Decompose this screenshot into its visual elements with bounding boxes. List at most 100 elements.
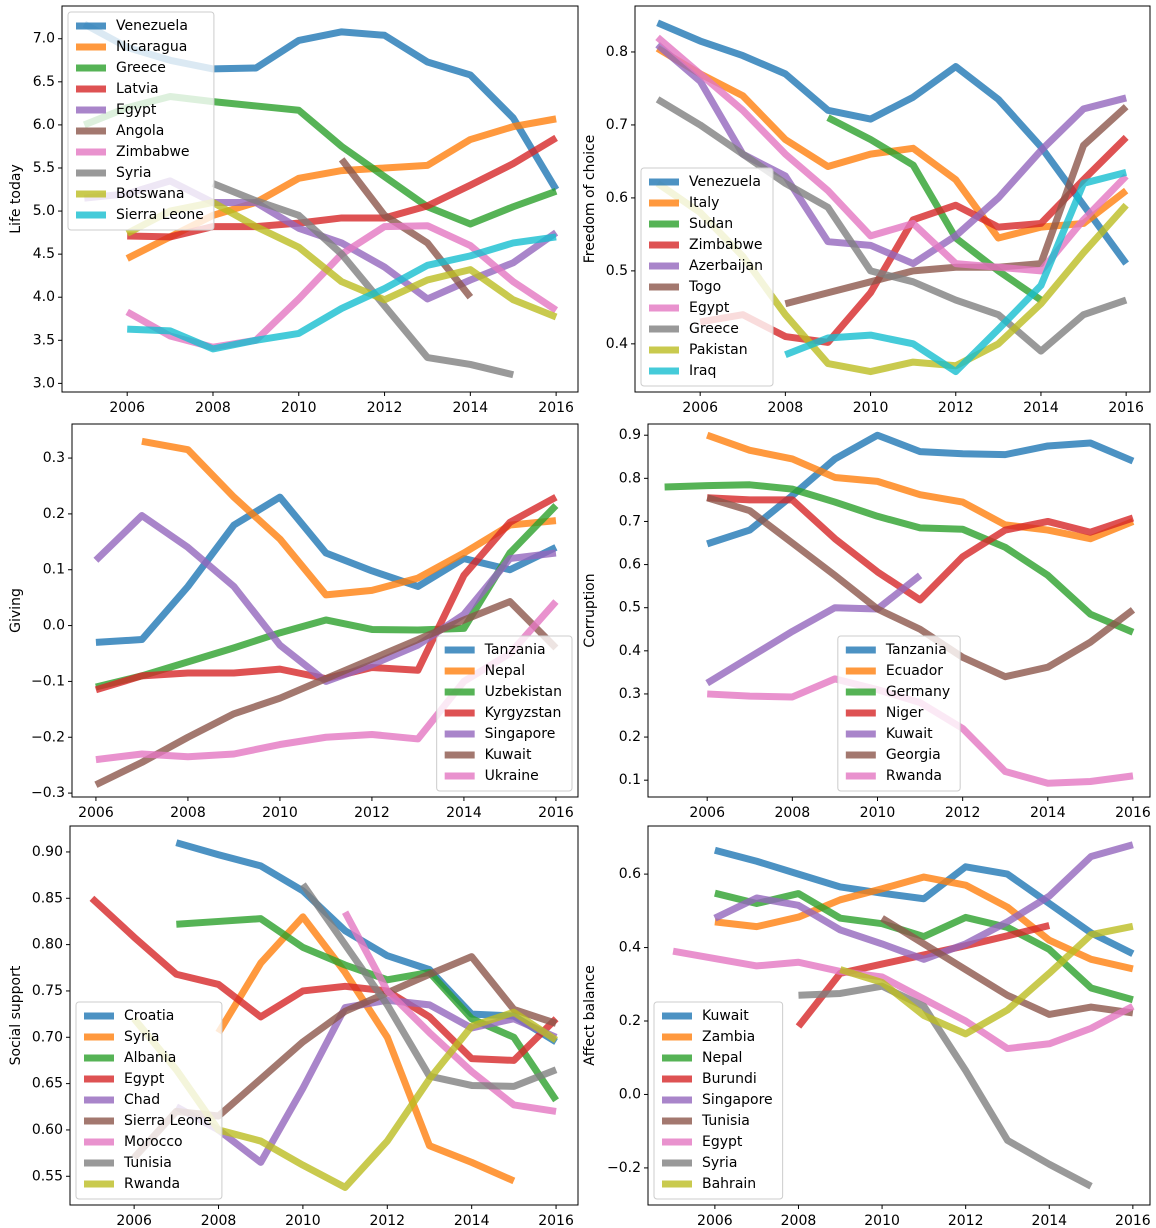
y-tick-label: 0.70	[32, 1029, 63, 1045]
legend-label: Egypt	[124, 1071, 165, 1087]
y-tick-label: 0.90	[32, 844, 63, 860]
x-tick-label: 2006	[116, 1213, 152, 1228]
legend: Croatia Syria Albania Egypt Chad Sierra Leone…	[75, 1001, 223, 1200]
legend-label: Niger	[886, 705, 924, 721]
series-line	[706, 494, 1136, 681]
legend-label: Botswana	[116, 186, 184, 202]
legend-label: Croatia	[124, 1008, 174, 1024]
x-tick-label: 2016	[538, 400, 574, 416]
x-tick-label: 2006	[109, 400, 145, 416]
x-tick-label: 2014	[1023, 400, 1059, 416]
y-tick-label: 0.6	[619, 557, 641, 573]
x-tick-label: 2006	[697, 1213, 733, 1228]
legend-label: Venezuela	[689, 174, 761, 190]
series-line	[713, 846, 1135, 957]
plot-frame	[647, 825, 1151, 1206]
legend-label: Rwanda	[886, 768, 942, 784]
legend-label: Greece	[689, 321, 739, 337]
x-tick-label: 2012	[948, 1213, 984, 1228]
series-line	[784, 168, 1128, 376]
x-tick-label: 2012	[369, 1213, 405, 1228]
y-tick-label: 0.1	[43, 562, 65, 578]
series-line	[95, 503, 559, 691]
x-tick-label: 2016	[1108, 400, 1144, 416]
y-axis-label: Freedom of choice	[582, 135, 598, 264]
series-line	[211, 180, 515, 379]
series-line	[655, 96, 1128, 355]
x-tick-label: 2008	[775, 805, 811, 821]
legend-label: Tanzania	[484, 642, 546, 658]
y-tick-label: 0.9	[619, 427, 641, 443]
series-line	[705, 572, 923, 687]
y-tick-label: 0.0	[619, 1086, 641, 1102]
y-tick-label: 0.7	[619, 513, 641, 529]
y-tick-label: 0.2	[619, 729, 641, 745]
x-tick-label: 2010	[864, 1213, 900, 1228]
y-tick-label: 0.0	[43, 618, 65, 634]
legend-label: Syria	[702, 1155, 737, 1171]
x-tick-label: 2010	[860, 805, 896, 821]
y-tick-label: 0.1	[619, 772, 641, 788]
legend-label: Rwanda	[124, 1176, 180, 1192]
legend-label: Albania	[124, 1050, 176, 1066]
series-line	[713, 841, 1134, 963]
y-tick-label: 0.8	[619, 470, 641, 486]
y-tick-label: −0.2	[31, 729, 65, 745]
legend-box	[75, 1001, 223, 1200]
legend-label: Egypt	[689, 300, 730, 316]
y-axis-label: Life today	[8, 164, 24, 234]
plot-frame	[634, 5, 1151, 393]
y-tick-label: 0.60	[32, 1122, 63, 1138]
legend-label: Ukraine	[485, 768, 539, 784]
x-tick-label: 2016	[538, 1213, 574, 1228]
legend-label: Zimbabwe	[689, 237, 763, 253]
y-tick-label: 0.85	[32, 890, 63, 906]
y-tick-label: 0.3	[43, 450, 65, 466]
y-tick-label: 7.0	[33, 31, 55, 47]
x-tick-label: 2006	[78, 805, 114, 821]
x-tick-label: 2012	[367, 400, 403, 416]
x-tick-label: 2016	[1115, 1213, 1151, 1228]
legend-label: Chad	[124, 1092, 160, 1108]
legend-label: Burundi	[702, 1071, 757, 1087]
plot-frame	[69, 825, 579, 1206]
legend: Venezuela Nicaragua Greece Latvia Egypt Angol…	[67, 11, 215, 231]
x-tick-label: 2006	[682, 400, 718, 416]
legend-label: Nepal	[702, 1050, 742, 1066]
series-line	[784, 104, 1129, 308]
x-tick-label: 2014	[1030, 805, 1066, 821]
y-axis-label: Giving	[8, 588, 24, 633]
series-line	[141, 437, 557, 599]
series-line	[714, 873, 1134, 973]
legend-label: Sierra Leone	[116, 207, 204, 223]
y-tick-label: 0.55	[32, 1168, 63, 1184]
y-tick-label: 5.0	[33, 203, 55, 219]
y-tick-label: 0.8	[606, 44, 628, 60]
series-line	[94, 598, 559, 788]
legend-label: Egypt	[702, 1134, 743, 1150]
y-tick-label: 0.65	[32, 1076, 63, 1092]
legend-label: Nicaragua	[116, 39, 187, 55]
x-tick-label: 2008	[781, 1213, 817, 1228]
x-tick-label: 2014	[1031, 1213, 1067, 1228]
panel: 2006 2008 2010 2012 2014 2016 0.1 0.2 0.3 0.4 0.5 0…	[582, 423, 1151, 821]
series-line	[127, 233, 557, 353]
legend-label: Syria	[124, 1029, 159, 1045]
series-line	[839, 922, 1134, 1038]
legend-label: Greece	[116, 60, 166, 76]
legend-label: Syria	[116, 165, 151, 181]
x-tick-label: 2010	[853, 400, 889, 416]
x-tick-label: 2008	[195, 400, 231, 416]
legend: Kuwait Zambia Nepal Burundi Singapore Tunisia…	[653, 1001, 784, 1200]
x-tick-label: 2014	[454, 1213, 490, 1228]
legend: Tanzania Nepal Uzbekistan Kyrgyzstan Singapo…	[436, 635, 573, 792]
y-tick-label: 0.6	[606, 190, 628, 206]
series-line	[672, 947, 1135, 1053]
y-tick-label: 0.80	[32, 937, 63, 953]
legend-label: Morocco	[124, 1134, 183, 1150]
x-tick-label: 2012	[354, 805, 390, 821]
y-tick-label: 0.5	[606, 263, 628, 279]
panel: 2006 2008 2010 2012 2014 2016 0.4 0.5 0.6 0.7 0.8 F…	[582, 5, 1151, 416]
series-line	[175, 839, 558, 1045]
y-tick-label: 0.5	[619, 600, 641, 616]
